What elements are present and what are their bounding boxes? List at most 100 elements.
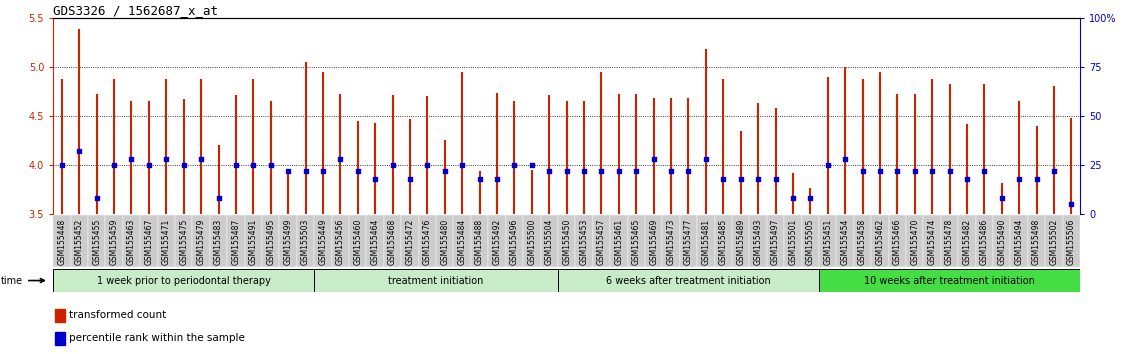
Bar: [383, 215, 402, 267]
Bar: [645, 215, 663, 267]
Bar: [941, 215, 958, 267]
Text: GSM155454: GSM155454: [840, 219, 849, 266]
Point: [296, 168, 314, 174]
Text: GSM155469: GSM155469: [649, 219, 658, 266]
Bar: [697, 215, 715, 267]
Point: [209, 196, 227, 201]
Text: GSM155478: GSM155478: [946, 219, 955, 265]
Point: [715, 176, 733, 182]
Point: [593, 168, 611, 174]
Text: GSM155467: GSM155467: [145, 219, 154, 266]
Point: [854, 168, 872, 174]
Bar: [314, 215, 331, 267]
Bar: [541, 215, 558, 267]
Point: [261, 162, 279, 168]
Bar: [976, 215, 993, 267]
Text: GSM155477: GSM155477: [684, 219, 693, 266]
Point: [506, 162, 524, 168]
Point: [435, 168, 454, 174]
Text: GSM155503: GSM155503: [301, 219, 310, 266]
Point: [70, 148, 88, 154]
Bar: [802, 215, 819, 267]
Bar: [55, 332, 66, 345]
Text: GSM155482: GSM155482: [962, 219, 972, 265]
Text: GSM155468: GSM155468: [388, 219, 397, 265]
Bar: [958, 215, 976, 267]
Bar: [819, 269, 1080, 292]
Point: [140, 162, 158, 168]
Point: [575, 168, 593, 174]
Bar: [558, 215, 576, 267]
Bar: [750, 215, 767, 267]
Bar: [140, 215, 157, 267]
Point: [174, 162, 192, 168]
Text: GSM155492: GSM155492: [492, 219, 501, 265]
Text: GSM155495: GSM155495: [266, 219, 275, 266]
Point: [418, 162, 437, 168]
Bar: [576, 215, 593, 267]
Text: GSM155488: GSM155488: [475, 219, 484, 265]
Point: [680, 168, 698, 174]
Bar: [663, 215, 680, 267]
Point: [784, 196, 802, 201]
Point: [87, 196, 105, 201]
Point: [767, 176, 785, 182]
Bar: [1045, 215, 1063, 267]
Bar: [105, 215, 123, 267]
Text: GSM155457: GSM155457: [597, 219, 606, 266]
Text: GSM155506: GSM155506: [1067, 219, 1076, 266]
Point: [314, 168, 333, 174]
Point: [558, 168, 576, 174]
Bar: [454, 215, 470, 267]
Text: GSM155499: GSM155499: [284, 219, 293, 266]
Bar: [819, 215, 837, 267]
Bar: [715, 215, 732, 267]
Text: GDS3326 / 1562687_x_at: GDS3326 / 1562687_x_at: [53, 4, 218, 17]
Text: GSM155479: GSM155479: [197, 219, 206, 266]
Bar: [349, 215, 366, 267]
Bar: [192, 215, 210, 267]
Point: [697, 156, 715, 162]
Point: [348, 168, 366, 174]
Text: GSM155460: GSM155460: [353, 219, 362, 266]
Text: GSM155486: GSM155486: [979, 219, 988, 265]
Text: GSM155501: GSM155501: [788, 219, 797, 265]
Point: [331, 156, 349, 162]
Text: GSM155494: GSM155494: [1015, 219, 1024, 266]
Point: [227, 162, 245, 168]
Text: GSM155449: GSM155449: [319, 219, 328, 266]
Bar: [262, 215, 279, 267]
Bar: [279, 215, 296, 267]
Text: GSM155456: GSM155456: [336, 219, 345, 266]
Text: GSM155505: GSM155505: [805, 219, 814, 266]
Text: 1 week prior to periodontal therapy: 1 week prior to periodontal therapy: [97, 275, 270, 286]
Point: [1062, 201, 1080, 207]
Text: GSM155491: GSM155491: [249, 219, 258, 265]
Text: GSM155487: GSM155487: [232, 219, 241, 265]
Text: GSM155455: GSM155455: [92, 219, 101, 266]
Bar: [1028, 215, 1045, 267]
Bar: [680, 215, 697, 267]
Point: [470, 176, 489, 182]
Point: [383, 162, 402, 168]
Bar: [784, 215, 802, 267]
Text: GSM155463: GSM155463: [127, 219, 136, 266]
Point: [279, 168, 297, 174]
Text: GSM155485: GSM155485: [719, 219, 727, 265]
Text: transformed count: transformed count: [69, 310, 166, 320]
Text: GSM155464: GSM155464: [371, 219, 380, 266]
Text: GSM155450: GSM155450: [562, 219, 571, 266]
Bar: [854, 215, 871, 267]
Text: GSM155473: GSM155473: [666, 219, 675, 266]
Text: time: time: [1, 275, 44, 286]
Point: [454, 162, 472, 168]
Point: [801, 196, 819, 201]
Text: GSM155490: GSM155490: [998, 219, 1007, 266]
Bar: [558, 269, 819, 292]
Bar: [437, 215, 454, 267]
Point: [53, 162, 71, 168]
Bar: [889, 215, 906, 267]
Text: GSM155504: GSM155504: [545, 219, 554, 266]
Text: GSM155493: GSM155493: [753, 219, 762, 266]
Text: GSM155497: GSM155497: [771, 219, 780, 266]
